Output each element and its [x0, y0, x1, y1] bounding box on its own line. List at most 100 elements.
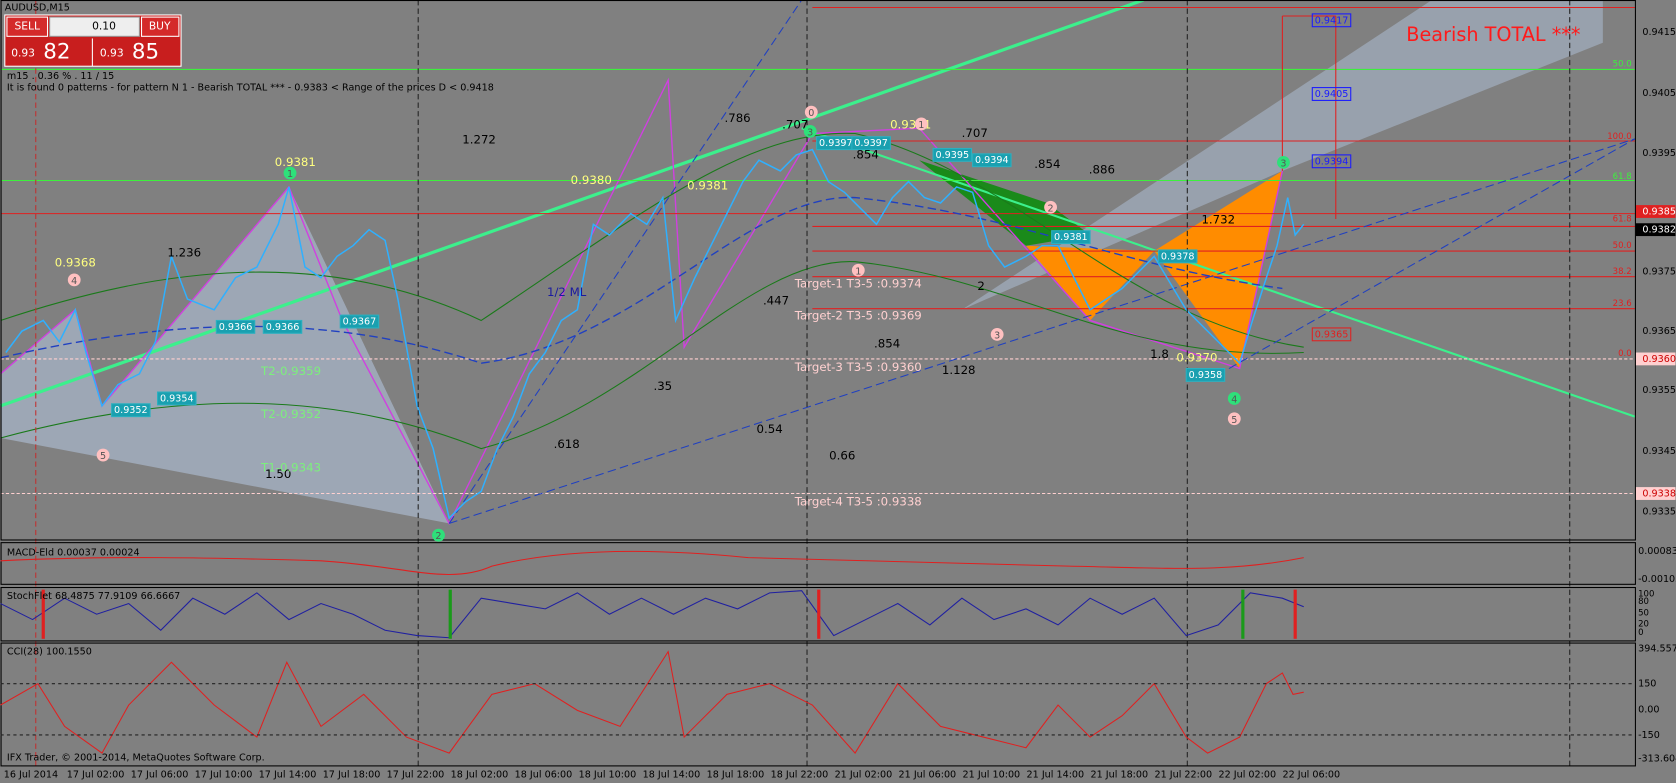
chart-label: T2-0.9352: [260, 407, 321, 421]
price-box-label: 0.9397: [854, 138, 888, 149]
chart-label: 1.128: [942, 363, 976, 377]
buy-button[interactable]: [140, 16, 180, 37]
cci-axis-label: 150: [1638, 679, 1656, 690]
fib-level: 50.0: [1613, 60, 1632, 70]
symbol: AUDUSD,M15: [5, 2, 70, 13]
point-marker-label: 3: [1280, 158, 1286, 169]
point-marker-label: 1: [287, 169, 293, 180]
stoch-axis-label: 0: [1638, 628, 1643, 638]
price-axis-label: 0.9382: [1642, 225, 1676, 236]
price-box: [932, 147, 973, 162]
time-axis-label: 21 Jul 06:00: [899, 769, 957, 780]
footer: IFX Trader, © 2001-2014, MetaQuotes Soft…: [7, 752, 265, 763]
chart-label: 1.272: [462, 132, 496, 146]
stoch-signals: [41, 589, 1297, 639]
price-box-label: 0.9395: [935, 150, 969, 161]
point-marker-label: 0: [808, 108, 814, 119]
price-box-label: 0.9358: [1189, 370, 1223, 381]
stoch-axis-label: 100: [1638, 589, 1654, 599]
trend-line: [801, 127, 1636, 418]
price-box-label: 0.9394: [1315, 156, 1349, 167]
lot-input[interactable]: [49, 16, 140, 37]
point-marker: [1277, 155, 1290, 169]
chart-label: Target-3 T3-5 :0.9360: [794, 360, 922, 374]
point-marker: [990, 327, 1004, 341]
point-marker: [804, 105, 818, 119]
price-axis-label: 0.9405: [1642, 88, 1676, 99]
sell-label: SELL: [15, 20, 40, 33]
time-axis-label: 22 Jul 06:00: [1282, 769, 1340, 780]
time-axis-label: 18 Jul 18:00: [707, 769, 765, 780]
fib-level: 61.8: [1613, 172, 1632, 182]
chart-label: 1.732: [1201, 213, 1235, 227]
price-box-label: 0.9366: [266, 322, 300, 333]
price-box-label: 0.9394: [975, 155, 1009, 166]
macd-line: [0, 550, 1304, 575]
fib-level: 0.0: [1618, 349, 1632, 359]
chart-label: 1.8: [1150, 347, 1169, 361]
bid-price: 82: [43, 39, 70, 64]
fib-level: 23.6: [1613, 299, 1632, 309]
price-box-label: 0.9378: [1161, 251, 1195, 262]
ask-price: 85: [132, 39, 159, 64]
time-axis-label: 18 Jul 02:00: [451, 769, 509, 780]
price-axis-label: 0.9415: [1642, 27, 1676, 38]
price-axis-label: 0.9375: [1642, 266, 1676, 277]
sell-button[interactable]: [6, 16, 49, 37]
point-marker-label: 1: [918, 120, 924, 131]
chart-label: T2-0.9359: [260, 364, 321, 378]
point-marker: [432, 528, 445, 542]
chart-label: Target-1 T3-5 :0.9374: [794, 277, 922, 291]
chart-label: Target-2 T3-5 :0.9369: [794, 309, 922, 323]
time-axis-label: 21 Jul 22:00: [1155, 769, 1213, 780]
point-marker: [283, 166, 297, 180]
price-box: [215, 319, 256, 334]
bid-prefix: 0.93: [11, 46, 35, 59]
point-marker: [67, 273, 81, 287]
time-axis-label: 18 Jul 06:00: [515, 769, 573, 780]
chart-label: .854: [1034, 157, 1060, 171]
cci-title: CCI(28) 100.1550: [7, 647, 92, 658]
cci-axis-label: -313.604: [1638, 753, 1676, 764]
price-axis-label: 0.9360: [1642, 354, 1676, 365]
time-axis-label: 17 Jul 02:00: [67, 769, 125, 780]
price-axis-label: 0.9385: [1642, 207, 1676, 218]
point-marker-label: 3: [807, 127, 813, 138]
price-box-label: 0.9367: [343, 317, 377, 328]
chart-label: .447: [763, 294, 789, 308]
chart-label: .854: [853, 147, 879, 161]
price-box: [339, 314, 380, 329]
price-box: [1311, 154, 1352, 169]
stoch-title: StochFlet 68.4875 77.9109 66.6667: [7, 591, 180, 602]
time-axis-label: 17 Jul 10:00: [195, 769, 253, 780]
macd-axis-label: 0.00083: [1638, 546, 1676, 557]
price-axis-label: 0.9335: [1642, 507, 1676, 518]
chart-label: 0.9380: [571, 173, 612, 187]
orange-pattern: [1026, 245, 1155, 321]
chart-label: 1.50: [265, 467, 291, 481]
price-box-label: 0.9365: [1315, 329, 1349, 340]
price-box: [972, 153, 1012, 168]
chart-label: .786: [725, 111, 751, 125]
cci-line: [0, 650, 1304, 754]
chart-label: 0.9370: [1176, 350, 1217, 364]
time-axis-label: 16 Jul 2014: [4, 769, 58, 780]
fib-level: 50.0: [1613, 241, 1632, 251]
point-marker-label: 3: [994, 330, 1000, 341]
chart-label: Target-4 T3-5 :0.9338: [794, 495, 922, 509]
price-axis-label: 0.9355: [1642, 385, 1676, 396]
point-marker-label: 2: [435, 531, 441, 542]
chart-label: 0.9381: [275, 155, 316, 169]
cci-axis-label: 0.00: [1638, 704, 1659, 715]
price-line: [5, 148, 1305, 520]
chart-label: 1/2 ML: [547, 285, 587, 299]
price-box-label: 0.9354: [160, 393, 194, 404]
time-axis-label: 21 Jul 10:00: [963, 769, 1021, 780]
price-box-label: 0.9366: [219, 322, 253, 333]
chart-label: .35: [653, 379, 672, 393]
time-axis-label: 18 Jul 22:00: [771, 769, 829, 780]
chart-label: 0.9381: [687, 178, 728, 192]
point-marker-label: 5: [1231, 415, 1237, 426]
band-line: [0, 132, 1304, 348]
